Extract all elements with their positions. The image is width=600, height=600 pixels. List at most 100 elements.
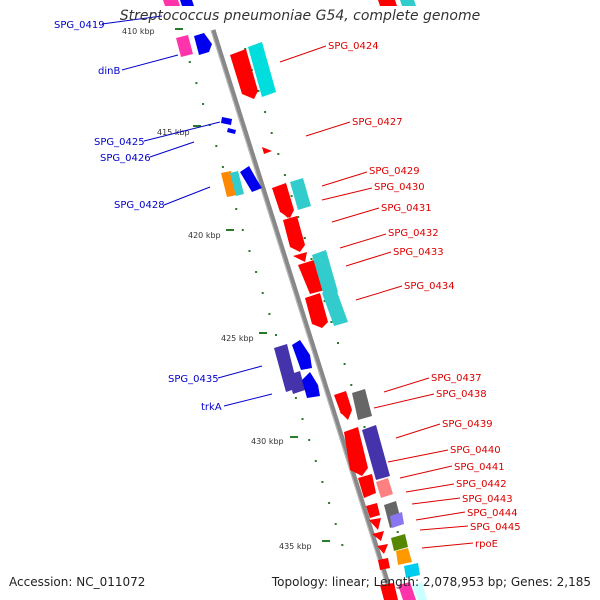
tick-dot bbox=[283, 174, 286, 176]
kbp-scale: 410 kbp 415 kbp 420 kbp 425 kbp 430 kbp … bbox=[122, 27, 330, 551]
gene-label: SPG_0439 bbox=[442, 419, 493, 430]
accession-text: Accession: NC_011072 bbox=[9, 575, 146, 589]
gene-feature bbox=[396, 548, 412, 565]
gene-feature bbox=[290, 178, 311, 210]
gene-feature bbox=[163, 0, 180, 6]
tick-dot bbox=[341, 544, 344, 546]
tick-dot bbox=[334, 523, 337, 525]
gene-feature bbox=[302, 372, 320, 398]
gene-feature bbox=[240, 166, 262, 192]
tick-dot bbox=[396, 531, 399, 533]
tick-dot bbox=[343, 363, 346, 365]
gene-feature bbox=[298, 260, 325, 294]
tick-dot bbox=[248, 250, 251, 252]
gene-label: SPG_0428 bbox=[114, 200, 165, 211]
gene-label: SPG_0435 bbox=[168, 374, 219, 385]
gene-feature bbox=[221, 171, 237, 197]
tick-dot bbox=[337, 342, 339, 344]
page-title: Streptococcus pneumoniae G54, complete g… bbox=[119, 8, 481, 24]
gene-feature bbox=[391, 534, 408, 551]
tick-dot bbox=[255, 271, 258, 273]
gene-feature bbox=[378, 0, 397, 6]
tick-dot bbox=[330, 321, 333, 323]
left-strand-genes bbox=[163, 0, 320, 398]
gene-label: SPG_0440 bbox=[450, 445, 501, 456]
genome-summary: Topology: linear; Length: 2,078,953 bp; … bbox=[271, 575, 591, 589]
gene-feature bbox=[377, 544, 388, 554]
tick-dots-left bbox=[182, 40, 344, 546]
tick-dot bbox=[221, 166, 224, 168]
tick-dot bbox=[314, 460, 317, 462]
right-gene-labels: SPG_0424 SPG_0427 SPG_0429 SPG_0430 SPG_… bbox=[279, 41, 521, 550]
kbp-label-410: 410 kbp bbox=[122, 27, 155, 36]
gene-feature bbox=[322, 289, 348, 326]
tick-dot bbox=[268, 313, 271, 315]
gene-label: SPG_0431 bbox=[381, 203, 432, 214]
gene-feature bbox=[221, 117, 232, 125]
gene-label: SPG_0438 bbox=[436, 389, 487, 400]
tick-dot bbox=[277, 153, 280, 155]
right-strand-genes bbox=[230, 0, 427, 600]
gene-label: SPG_0444 bbox=[467, 508, 518, 519]
gene-feature bbox=[227, 128, 236, 134]
gene-feature bbox=[334, 391, 352, 414]
gene-feature bbox=[293, 252, 307, 262]
tick-dot bbox=[264, 111, 267, 113]
gene-feature bbox=[369, 518, 381, 530]
gene-label: SPG_0426 bbox=[100, 153, 151, 164]
left-gene-labels: SPG_0419 dinB SPG_0425 SPG_0426 SPG_0428… bbox=[54, 15, 273, 413]
tick-dot bbox=[241, 229, 244, 231]
gene-feature bbox=[340, 410, 352, 420]
gene-feature bbox=[398, 582, 416, 600]
gene-label: SPG_0442 bbox=[456, 479, 507, 490]
tick-dot bbox=[202, 103, 205, 105]
genome-backbone bbox=[210, 29, 396, 600]
tick-dot bbox=[244, 48, 247, 50]
gene-feature bbox=[366, 503, 380, 518]
gene-feature bbox=[362, 425, 390, 480]
tick-dot bbox=[350, 384, 353, 386]
gene-feature bbox=[176, 35, 193, 57]
tick-dot bbox=[290, 195, 293, 197]
gene-feature bbox=[358, 474, 376, 498]
tick-dot bbox=[297, 216, 300, 218]
gene-feature bbox=[305, 293, 328, 328]
gene-feature bbox=[180, 0, 194, 6]
gene-feature bbox=[248, 42, 276, 97]
tick-dot bbox=[328, 502, 331, 504]
gene-feature bbox=[380, 583, 398, 600]
gene-label: trkA bbox=[201, 402, 222, 413]
gene-label: rpoE bbox=[475, 539, 498, 550]
gene-feature bbox=[344, 427, 368, 476]
tick-dot bbox=[363, 426, 366, 428]
tick-dot bbox=[303, 237, 306, 239]
tick-dot bbox=[215, 145, 218, 147]
gene-feature bbox=[194, 33, 212, 55]
gene-label: SPG_0429 bbox=[369, 166, 420, 177]
tick-dot bbox=[235, 208, 238, 210]
gene-feature bbox=[400, 0, 416, 6]
gene-label: SPG_0427 bbox=[352, 117, 403, 128]
gene-label: SPG_0445 bbox=[470, 522, 521, 533]
tick-dot bbox=[321, 481, 324, 483]
tick-dot bbox=[261, 292, 264, 294]
gene-feature bbox=[404, 563, 420, 578]
gene-feature bbox=[272, 183, 294, 218]
tick-dot bbox=[310, 258, 313, 260]
gene-feature bbox=[312, 250, 338, 296]
gene-feature bbox=[292, 340, 312, 370]
gene-label: SPG_0433 bbox=[393, 247, 444, 258]
gene-feature bbox=[372, 531, 384, 541]
tick-dot bbox=[294, 397, 297, 399]
gene-label: SPG_0443 bbox=[462, 494, 513, 505]
gene-feature bbox=[412, 582, 427, 600]
gene-feature bbox=[378, 558, 390, 570]
gene-feature bbox=[281, 212, 292, 218]
tick-dot bbox=[308, 439, 311, 441]
gene-label: SPG_0425 bbox=[94, 137, 145, 148]
gene-label: dinB bbox=[98, 66, 120, 77]
gene-label: SPG_0434 bbox=[404, 281, 455, 292]
kbp-label-435: 435 kbp bbox=[279, 542, 312, 551]
tick-dot bbox=[188, 61, 191, 63]
